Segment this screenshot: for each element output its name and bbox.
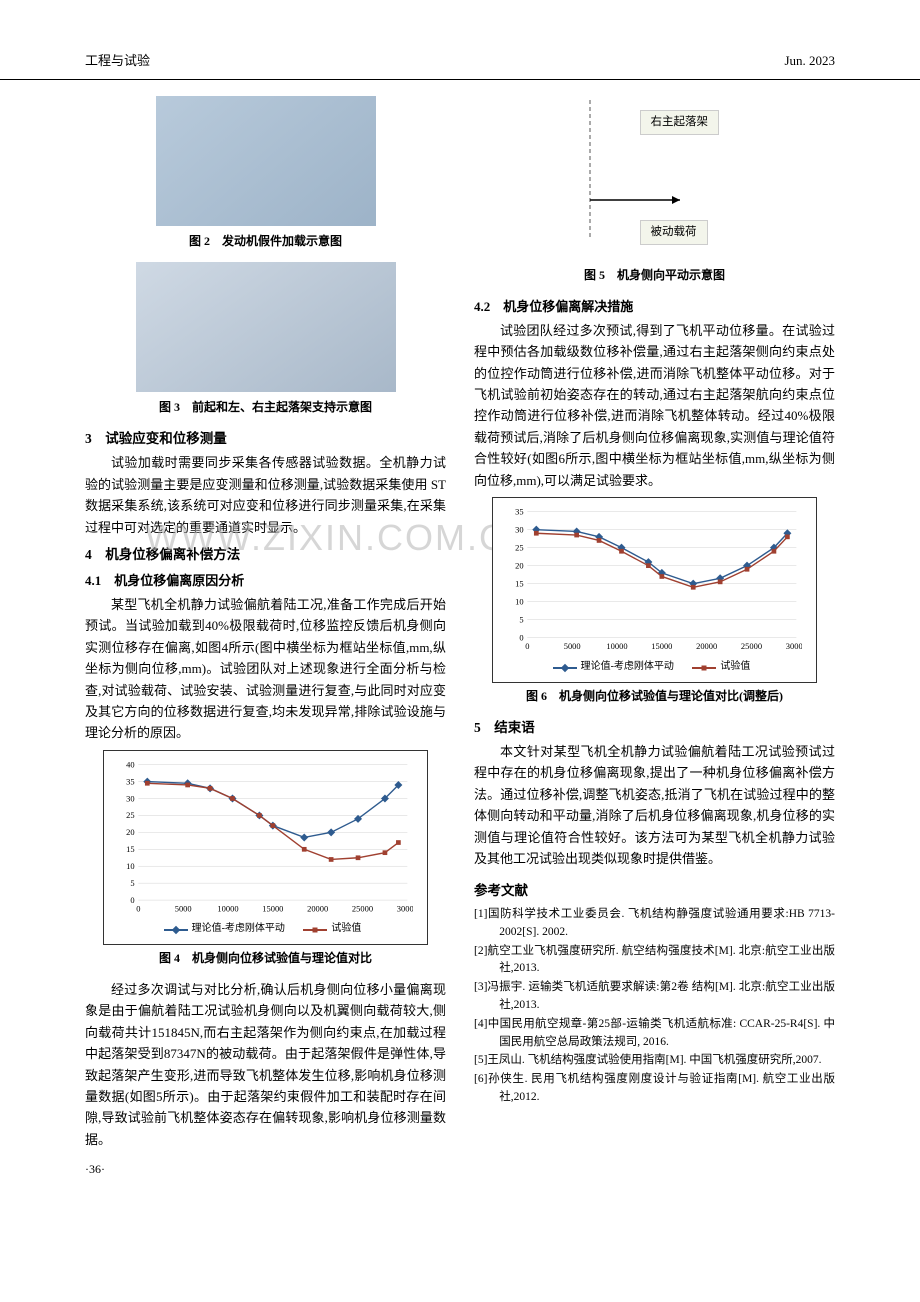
svg-text:5000: 5000: [175, 903, 192, 913]
legend-line-icon: [164, 929, 188, 931]
legend-line-icon: [303, 929, 327, 931]
svg-text:30000: 30000: [786, 641, 802, 651]
svg-text:5000: 5000: [564, 641, 581, 651]
svg-text:0: 0: [136, 903, 140, 913]
section-4-1-p1: 某型飞机全机静力试验偏航着陆工况,准备工作完成后开始预试。当试验加载到40%极限…: [85, 594, 446, 744]
section-4-2-p1: 试验团队经过多次预试,得到了飞机平动位移量。在试验过程中预估各加载级数位移补偿量…: [474, 320, 835, 492]
figure-6-caption: 图 6 机身侧向位移试验值与理论值对比(调整后): [474, 687, 835, 707]
svg-text:25000: 25000: [352, 903, 373, 913]
section-3-title: 3 试验应变和位移测量: [85, 428, 446, 450]
references-title: 参考文献: [474, 880, 835, 902]
reference-item: [3]冯振宇. 运输类飞机适航要求解读:第2卷 结构[M]. 北京:航空工业出版…: [474, 979, 835, 1015]
svg-text:5: 5: [519, 615, 523, 625]
legend-label: 理论值-考虑刚体平动: [581, 659, 674, 676]
figure-3-caption: 图 3 前起和左、右主起落架支持示意图: [85, 398, 446, 418]
section-4-1-title: 4.1 机身位移偏离原因分析: [85, 570, 446, 591]
page-header: 工程与试验 Jun. 2023: [0, 0, 920, 80]
figure-4-caption: 图 4 机身侧向位移试验值与理论值对比: [85, 949, 446, 969]
svg-text:20: 20: [126, 827, 134, 837]
fig5-label-1: 右主起落架: [640, 110, 720, 135]
svg-text:30: 30: [126, 793, 134, 803]
svg-text:20000: 20000: [307, 903, 328, 913]
figure-5-caption: 图 5 机身侧向平动示意图: [474, 266, 835, 286]
section-5-p1: 本文针对某型飞机全机静力试验偏航着陆工况试验预试过程中存在的机身位移偏离现象,提…: [474, 741, 835, 870]
issue-date: Jun. 2023: [784, 50, 835, 71]
figure-2-image: [156, 96, 376, 226]
svg-text:25000: 25000: [741, 641, 762, 651]
reference-item: [5]王凤山. 飞机结构强度试验使用指南[M]. 中国飞机强度研究所,2007.: [474, 1052, 835, 1070]
reference-item: [6]孙侠生. 民用飞机结构强度刚度设计与验证指南[M]. 航空工业出版社,20…: [474, 1071, 835, 1107]
svg-text:15000: 15000: [651, 641, 672, 651]
svg-text:25: 25: [126, 810, 134, 820]
svg-text:20: 20: [515, 561, 523, 571]
chart-4-svg: 0 5 10 15 20 25 30 35 40 0 5000 10000 15000 20000 2500…: [112, 759, 413, 919]
svg-text:10000: 10000: [217, 903, 238, 913]
diamond-icon: [171, 925, 179, 933]
chart-6: 0 5 10 15 20 25 30 35 0 5000 10000 15000 20000 25000 3…: [492, 497, 817, 683]
svg-text:35: 35: [515, 507, 523, 517]
section-4-title: 4 机身位移偏离补偿方法: [85, 544, 446, 566]
legend-label: 试验值: [331, 921, 361, 938]
svg-text:0: 0: [519, 633, 523, 643]
chart-6-svg: 0 5 10 15 20 25 30 35 0 5000 10000 15000 20000 25000 3…: [501, 506, 802, 657]
legend-line-icon: [553, 667, 577, 669]
section-4-2-title: 4.2 机身位移偏离解决措施: [474, 296, 835, 317]
svg-text:10: 10: [126, 861, 134, 871]
svg-text:15000: 15000: [262, 903, 283, 913]
reference-item: [4]中国民用航空规章-第25部-运输类飞机适航标准: CCAR-25-R4[S…: [474, 1016, 835, 1052]
reference-item: [1]国防科学技术工业委员会. 飞机结构静强度试验通用要求:HB 7713-20…: [474, 906, 835, 942]
figure-5-diagram: 右主起落架 被动载荷: [550, 90, 760, 260]
figure-3-image: [136, 262, 396, 392]
chart-6-legend-1: 理论值-考虑刚体平动: [553, 659, 674, 676]
legend-label: 理论值-考虑刚体平动: [192, 921, 285, 938]
chart-6-legend-2: 试验值: [692, 659, 750, 676]
legend-label: 试验值: [720, 659, 750, 676]
diamond-icon: [560, 663, 568, 671]
chart-4-legend-1: 理论值-考虑刚体平动: [164, 921, 285, 938]
svg-text:30: 30: [515, 525, 523, 535]
journal-title: 工程与试验: [85, 50, 150, 71]
svg-text:40: 40: [126, 759, 134, 769]
references-list: [1]国防科学技术工业委员会. 飞机结构静强度试验通用要求:HB 7713-20…: [474, 906, 835, 1107]
left-column: 图 2 发动机假件加载示意图 图 3 前起和左、右主起落架支持示意图 3 试验应…: [85, 90, 446, 1150]
svg-text:15: 15: [126, 844, 134, 854]
svg-text:0: 0: [130, 895, 134, 905]
svg-text:10: 10: [515, 597, 523, 607]
square-icon: [313, 927, 318, 932]
svg-text:25: 25: [515, 543, 523, 553]
section-4-1-p2: 经过多次调试与对比分析,确认后机身侧向位移小量偏离现象是由于偏航着陆工况试验机身…: [85, 979, 446, 1151]
chart-6-legend: 理论值-考虑刚体平动 试验值: [501, 659, 802, 676]
chart-4: 0 5 10 15 20 25 30 35 40 0 5000 10000 15000 20000 2500…: [103, 750, 428, 945]
chart-4-legend-2: 试验值: [303, 921, 361, 938]
svg-text:10000: 10000: [606, 641, 627, 651]
svg-text:35: 35: [126, 776, 134, 786]
svg-text:30000: 30000: [397, 903, 413, 913]
svg-text:0: 0: [525, 641, 529, 651]
chart-4-legend: 理论值-考虑刚体平动 试验值: [112, 921, 413, 938]
square-icon: [702, 665, 707, 670]
figure-2: [85, 96, 446, 226]
svg-text:15: 15: [515, 579, 523, 589]
fig5-label-2: 被动载荷: [640, 220, 708, 245]
figure-2-caption: 图 2 发动机假件加载示意图: [85, 232, 446, 252]
svg-text:20000: 20000: [696, 641, 717, 651]
legend-line-icon: [692, 667, 716, 669]
figure-3: [85, 262, 446, 392]
section-5-title: 5 结束语: [474, 717, 835, 739]
page-number: ·36·: [0, 1150, 920, 1180]
svg-text:5: 5: [130, 878, 134, 888]
section-3-p1: 试验加载时需要同步采集各传感器试验数据。全机静力试验的试验测量主要是应变测量和位…: [85, 452, 446, 538]
reference-item: [2]航空工业飞机强度研究所. 航空结构强度技术[M]. 北京:航空工业出版社,…: [474, 943, 835, 979]
right-column: 右主起落架 被动载荷 图 5 机身侧向平动示意图 4.2 机身位移偏离解决措施 …: [474, 90, 835, 1150]
